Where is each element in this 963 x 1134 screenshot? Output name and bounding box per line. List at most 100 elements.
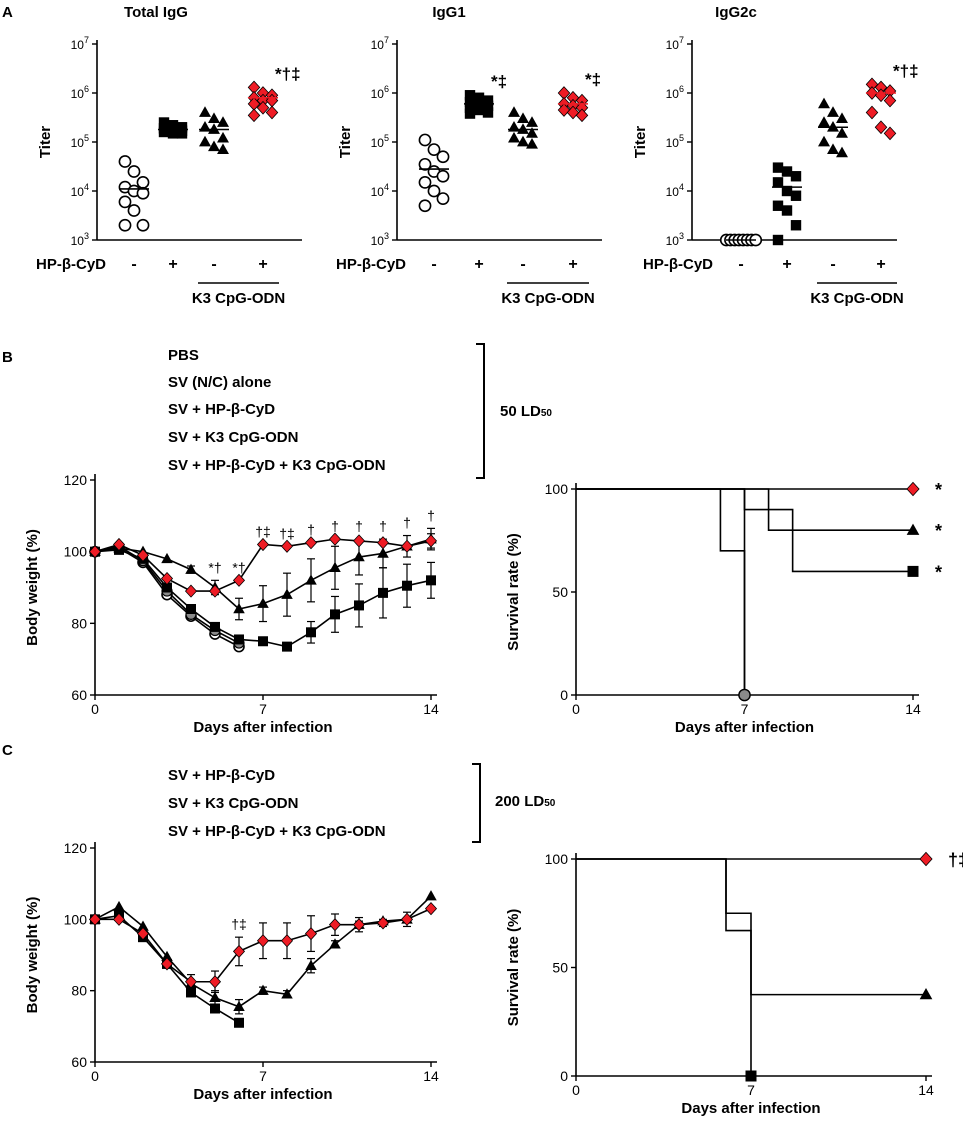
y-tick-label: 120	[64, 472, 88, 488]
significance-mark: *	[935, 521, 942, 541]
y-tick-label: 60	[71, 687, 87, 703]
data-point	[772, 200, 784, 211]
data-point	[418, 199, 432, 213]
treat-sign-1: +	[782, 256, 791, 273]
significance-mark: †	[403, 515, 411, 531]
panel-letter-b: B	[2, 349, 13, 366]
survival-end-marker	[906, 481, 920, 497]
data-point	[376, 536, 390, 550]
data-point	[208, 140, 220, 152]
series-1	[576, 858, 933, 1000]
data-point	[161, 950, 173, 962]
series-2	[576, 851, 933, 867]
data-point	[473, 104, 485, 116]
data-point	[304, 536, 318, 550]
data-point	[827, 143, 839, 155]
data-point	[400, 912, 414, 926]
tick-exponent: 6	[679, 84, 684, 94]
group-3: *†‡	[247, 64, 301, 123]
data-point	[258, 636, 268, 647]
legend-c-bracket	[472, 763, 481, 843]
y-tick-label: 103	[371, 231, 389, 248]
significance-mark: *‡	[491, 72, 507, 91]
significance-mark: †	[355, 518, 363, 534]
treat-sign-0: -	[738, 256, 743, 273]
group-2	[818, 97, 848, 158]
x-tick-label: 7	[259, 1068, 267, 1084]
series-line	[576, 488, 746, 695]
tick-base: 10	[371, 87, 385, 101]
data-point	[790, 171, 802, 182]
tick-base: 10	[71, 38, 85, 52]
data-point	[790, 190, 802, 201]
data-point	[281, 988, 293, 999]
significance-mark: †‡	[279, 525, 295, 541]
data-point	[199, 135, 211, 147]
tick-base: 10	[666, 136, 680, 150]
significance-mark: †	[331, 518, 339, 534]
series-2	[88, 902, 438, 994]
significance-mark: †‡	[255, 524, 271, 540]
data-point	[865, 105, 879, 120]
data-point	[557, 103, 571, 117]
data-point	[127, 165, 141, 178]
tick-base: 10	[371, 38, 385, 52]
treat-sign-2: -	[211, 256, 216, 273]
data-point	[210, 1003, 220, 1014]
significance-mark: *†‡	[275, 64, 301, 83]
data-point	[354, 600, 364, 611]
data-point	[118, 218, 132, 232]
significance-mark: †	[379, 518, 387, 534]
data-point	[827, 121, 839, 132]
data-point	[234, 634, 244, 645]
treat-sign-2: -	[520, 256, 525, 273]
data-point	[184, 584, 198, 598]
y-tick-label: 104	[71, 182, 89, 199]
data-point	[781, 166, 793, 177]
legend-c: SV + HP-β-CyD SV + K3 CpG-ODN SV + HP-β-…	[168, 763, 556, 843]
data-point	[256, 934, 270, 948]
data-point	[526, 127, 538, 138]
data-point	[208, 123, 220, 134]
data-point	[425, 890, 437, 901]
data-point	[436, 150, 450, 164]
series-4	[88, 532, 438, 598]
data-point	[88, 912, 102, 926]
significance-mark: *†	[208, 559, 221, 575]
tick-exponent: 7	[384, 35, 389, 45]
data-point	[208, 584, 222, 598]
data-point	[517, 123, 529, 134]
series-1	[576, 488, 751, 702]
x-tick-label: 14	[423, 701, 439, 717]
data-point	[137, 920, 149, 931]
data-point	[418, 175, 432, 189]
y-axis-label: Body weight (%)	[24, 897, 41, 1014]
group-0	[118, 155, 150, 232]
y-tick-label: 100	[64, 911, 88, 927]
data-point	[427, 184, 441, 198]
data-point	[418, 157, 432, 171]
x-tick-label: 0	[572, 1082, 580, 1098]
tick-base: 10	[71, 234, 85, 248]
data-point	[352, 918, 366, 932]
data-point	[328, 918, 342, 932]
y-axis-label: Titer	[37, 126, 54, 158]
y-tick-label: 120	[64, 840, 88, 856]
treat-sign-0: -	[131, 256, 136, 273]
data-point	[208, 975, 222, 989]
legend-c-item-0: SV + HP-β-CyD	[168, 767, 275, 784]
data-point	[772, 162, 784, 173]
y-tick-label: 107	[371, 35, 389, 52]
treat-sign-3: +	[258, 256, 267, 273]
data-point	[158, 117, 170, 128]
data-point	[281, 588, 293, 599]
significance-mark: *	[935, 562, 942, 582]
tick-exponent: 5	[679, 133, 684, 143]
y-tick-label: 103	[71, 231, 89, 248]
y-tick-label: 50	[552, 584, 568, 600]
data-point	[209, 991, 221, 1003]
series-0	[576, 858, 757, 1082]
legend-b-bracket	[476, 343, 485, 479]
x-tick-label: 14	[918, 1082, 934, 1098]
